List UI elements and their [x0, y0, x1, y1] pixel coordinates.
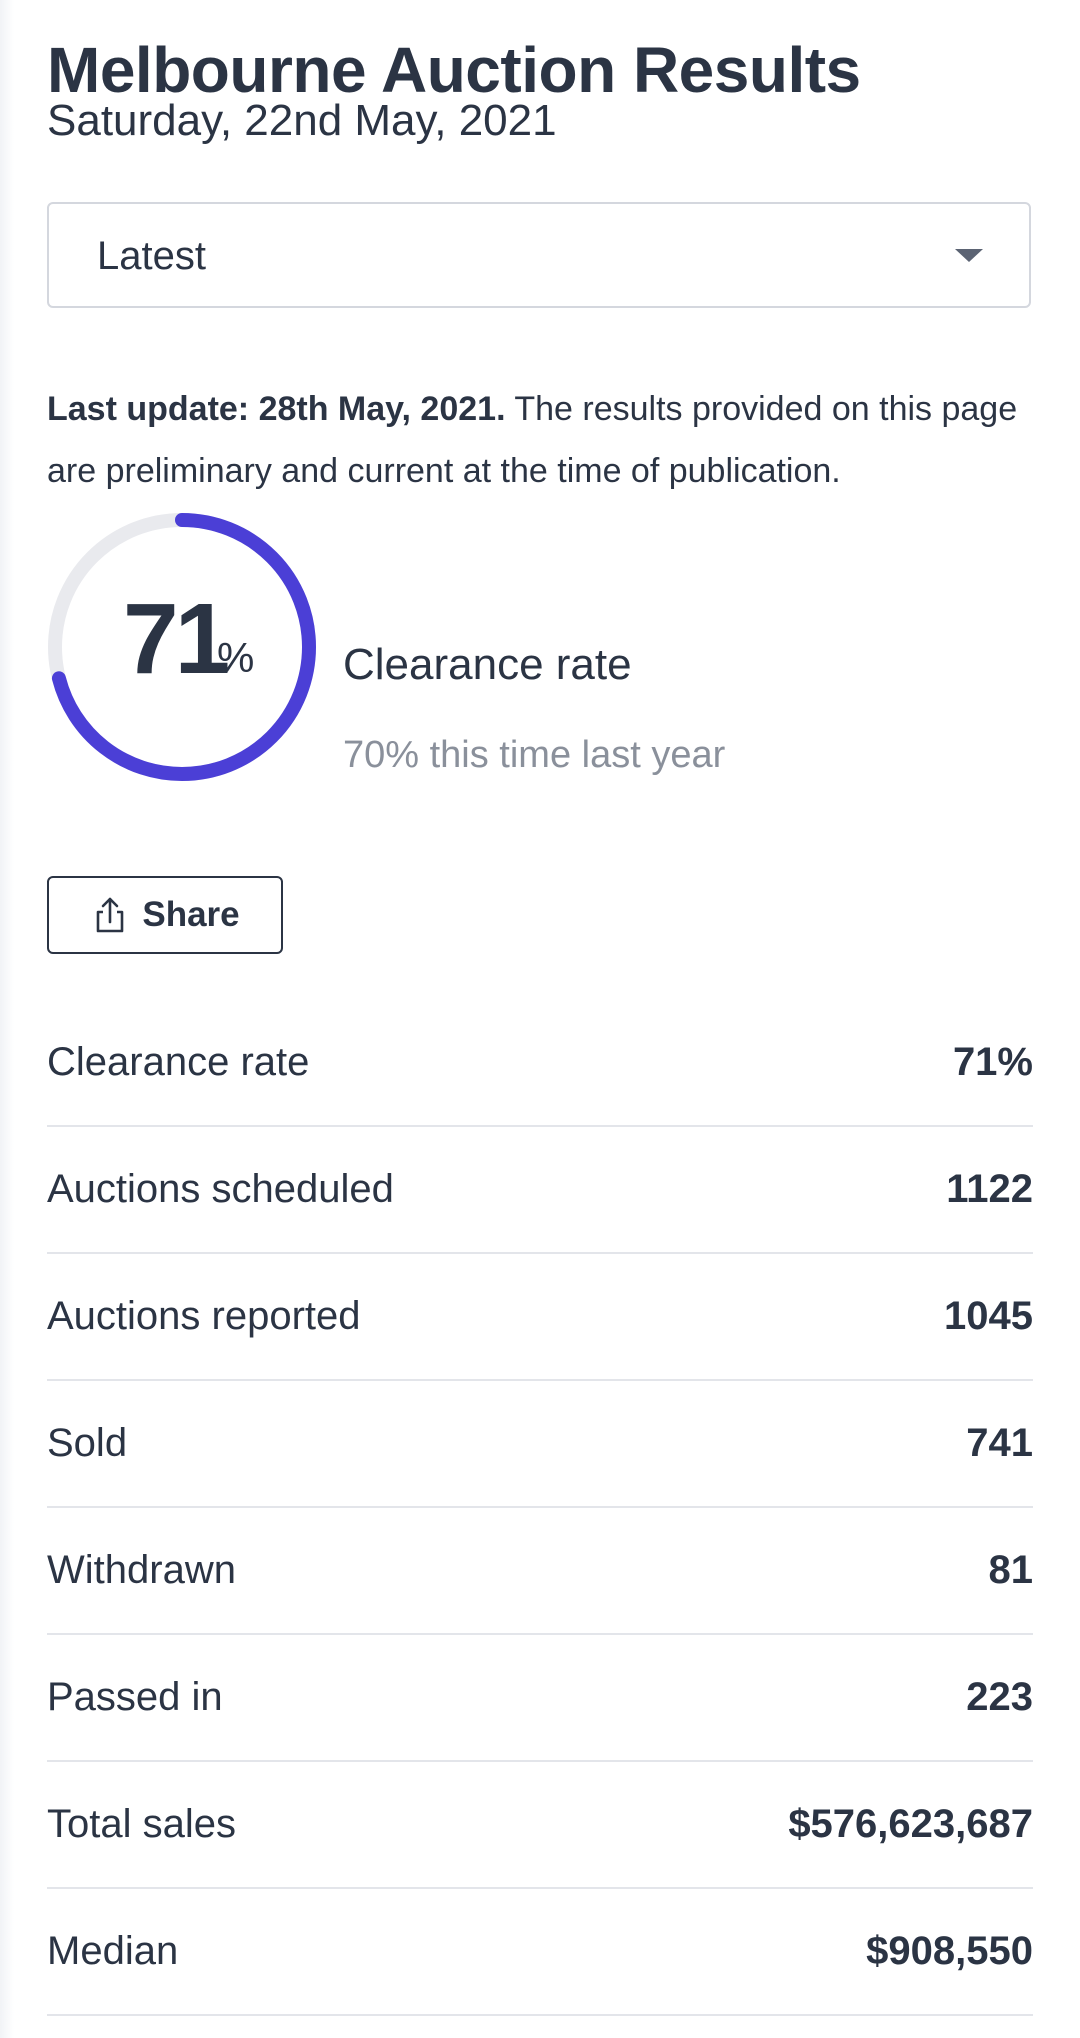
stat-label: Passed in — [47, 1675, 223, 1719]
stat-row-sold: Sold 741 — [47, 1381, 1033, 1508]
stat-row-clearance-rate: Clearance rate 71% — [47, 1000, 1033, 1127]
gauge-ring — [48, 513, 316, 781]
stat-value: 741 — [966, 1421, 1033, 1465]
gauge-comparison: 70% this time last year — [343, 734, 726, 776]
stat-row-auctions-reported: Auctions reported 1045 — [47, 1254, 1033, 1381]
stat-label: Total sales — [47, 1802, 236, 1846]
stat-row-withdrawn: Withdrawn 81 — [47, 1508, 1033, 1635]
update-notice: Last update: 28th May, 2021. The results… — [47, 378, 1037, 502]
stat-label: Sold — [47, 1421, 128, 1465]
stat-row-passed-in: Passed in 223 — [47, 1635, 1033, 1762]
results-date: Saturday, 22nd May, 2021 — [47, 96, 557, 145]
stat-value: 71% — [952, 1040, 1033, 1084]
stat-row-total-sales: Total sales $576,623,687 — [47, 1762, 1033, 1889]
stat-label: Withdrawn — [47, 1548, 236, 1592]
stat-row-median: Median $908,550 — [47, 1889, 1033, 2016]
gauge-progress — [48, 513, 316, 781]
results-period-select[interactable]: Latest — [47, 202, 1031, 308]
stat-row-auctions-scheduled: Auctions scheduled 1122 — [47, 1127, 1033, 1254]
chevron-down-icon — [955, 249, 983, 262]
stat-value: 1122 — [946, 1167, 1033, 1211]
stats-table: Clearance rate 71% Auctions scheduled 11… — [47, 1000, 1033, 2016]
stat-value: $908,550 — [866, 1929, 1033, 1973]
notice-text: The results provided on this page are pr… — [47, 390, 1018, 490]
stat-label: Auctions reported — [47, 1294, 361, 1338]
stat-value: 1045 — [944, 1294, 1033, 1338]
stat-label: Auctions scheduled — [47, 1167, 394, 1211]
page-title: Melbourne Auction Results — [47, 33, 861, 106]
share-icon — [97, 897, 124, 933]
stat-label: Clearance rate — [47, 1040, 310, 1084]
stat-value: $576,623,687 — [788, 1802, 1033, 1846]
gauge-unit: % — [217, 634, 255, 681]
stat-label: Median — [47, 1929, 179, 1973]
share-button[interactable]: Share — [47, 876, 283, 954]
clearance-rate-gauge: 71 % — [47, 512, 317, 782]
last-update-label: Last update: 28th May, 2021. — [47, 390, 506, 428]
gauge-value: 71 — [123, 583, 230, 695]
share-label: Share — [142, 895, 240, 934]
select-value: Latest — [97, 234, 206, 278]
page-edge-shade — [0, 0, 14, 2038]
stat-value: 223 — [966, 1675, 1033, 1719]
stat-value: 81 — [988, 1548, 1034, 1592]
gauge-label: Clearance rate — [343, 640, 632, 689]
